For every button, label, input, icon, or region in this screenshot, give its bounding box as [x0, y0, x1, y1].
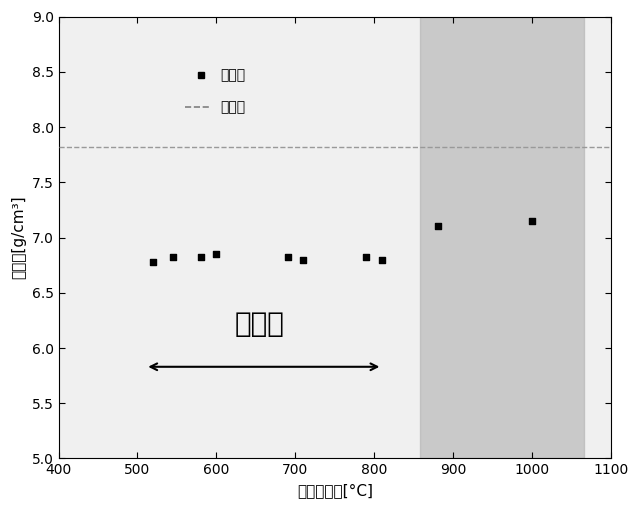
- Point: [168, 253, 178, 262]
- Point: [148, 258, 159, 266]
- X-axis label: 焼結温度　[°C]: 焼結温度 [°C]: [297, 483, 373, 498]
- Point: [298, 256, 308, 264]
- Point: [211, 250, 221, 258]
- Point: [282, 253, 292, 262]
- Text: 変化小: 変化小: [235, 309, 285, 337]
- Point: [527, 217, 538, 225]
- Point: [196, 253, 206, 262]
- Y-axis label: 密度　[g/cm³]: 密度 [g/cm³]: [11, 196, 26, 279]
- Bar: [420, 17, 584, 459]
- Point: [362, 253, 372, 262]
- Text: 出発材: 出発材: [220, 100, 246, 114]
- Point: [377, 256, 387, 264]
- Point: [433, 222, 443, 231]
- Text: 焼結体: 焼結体: [220, 68, 246, 82]
